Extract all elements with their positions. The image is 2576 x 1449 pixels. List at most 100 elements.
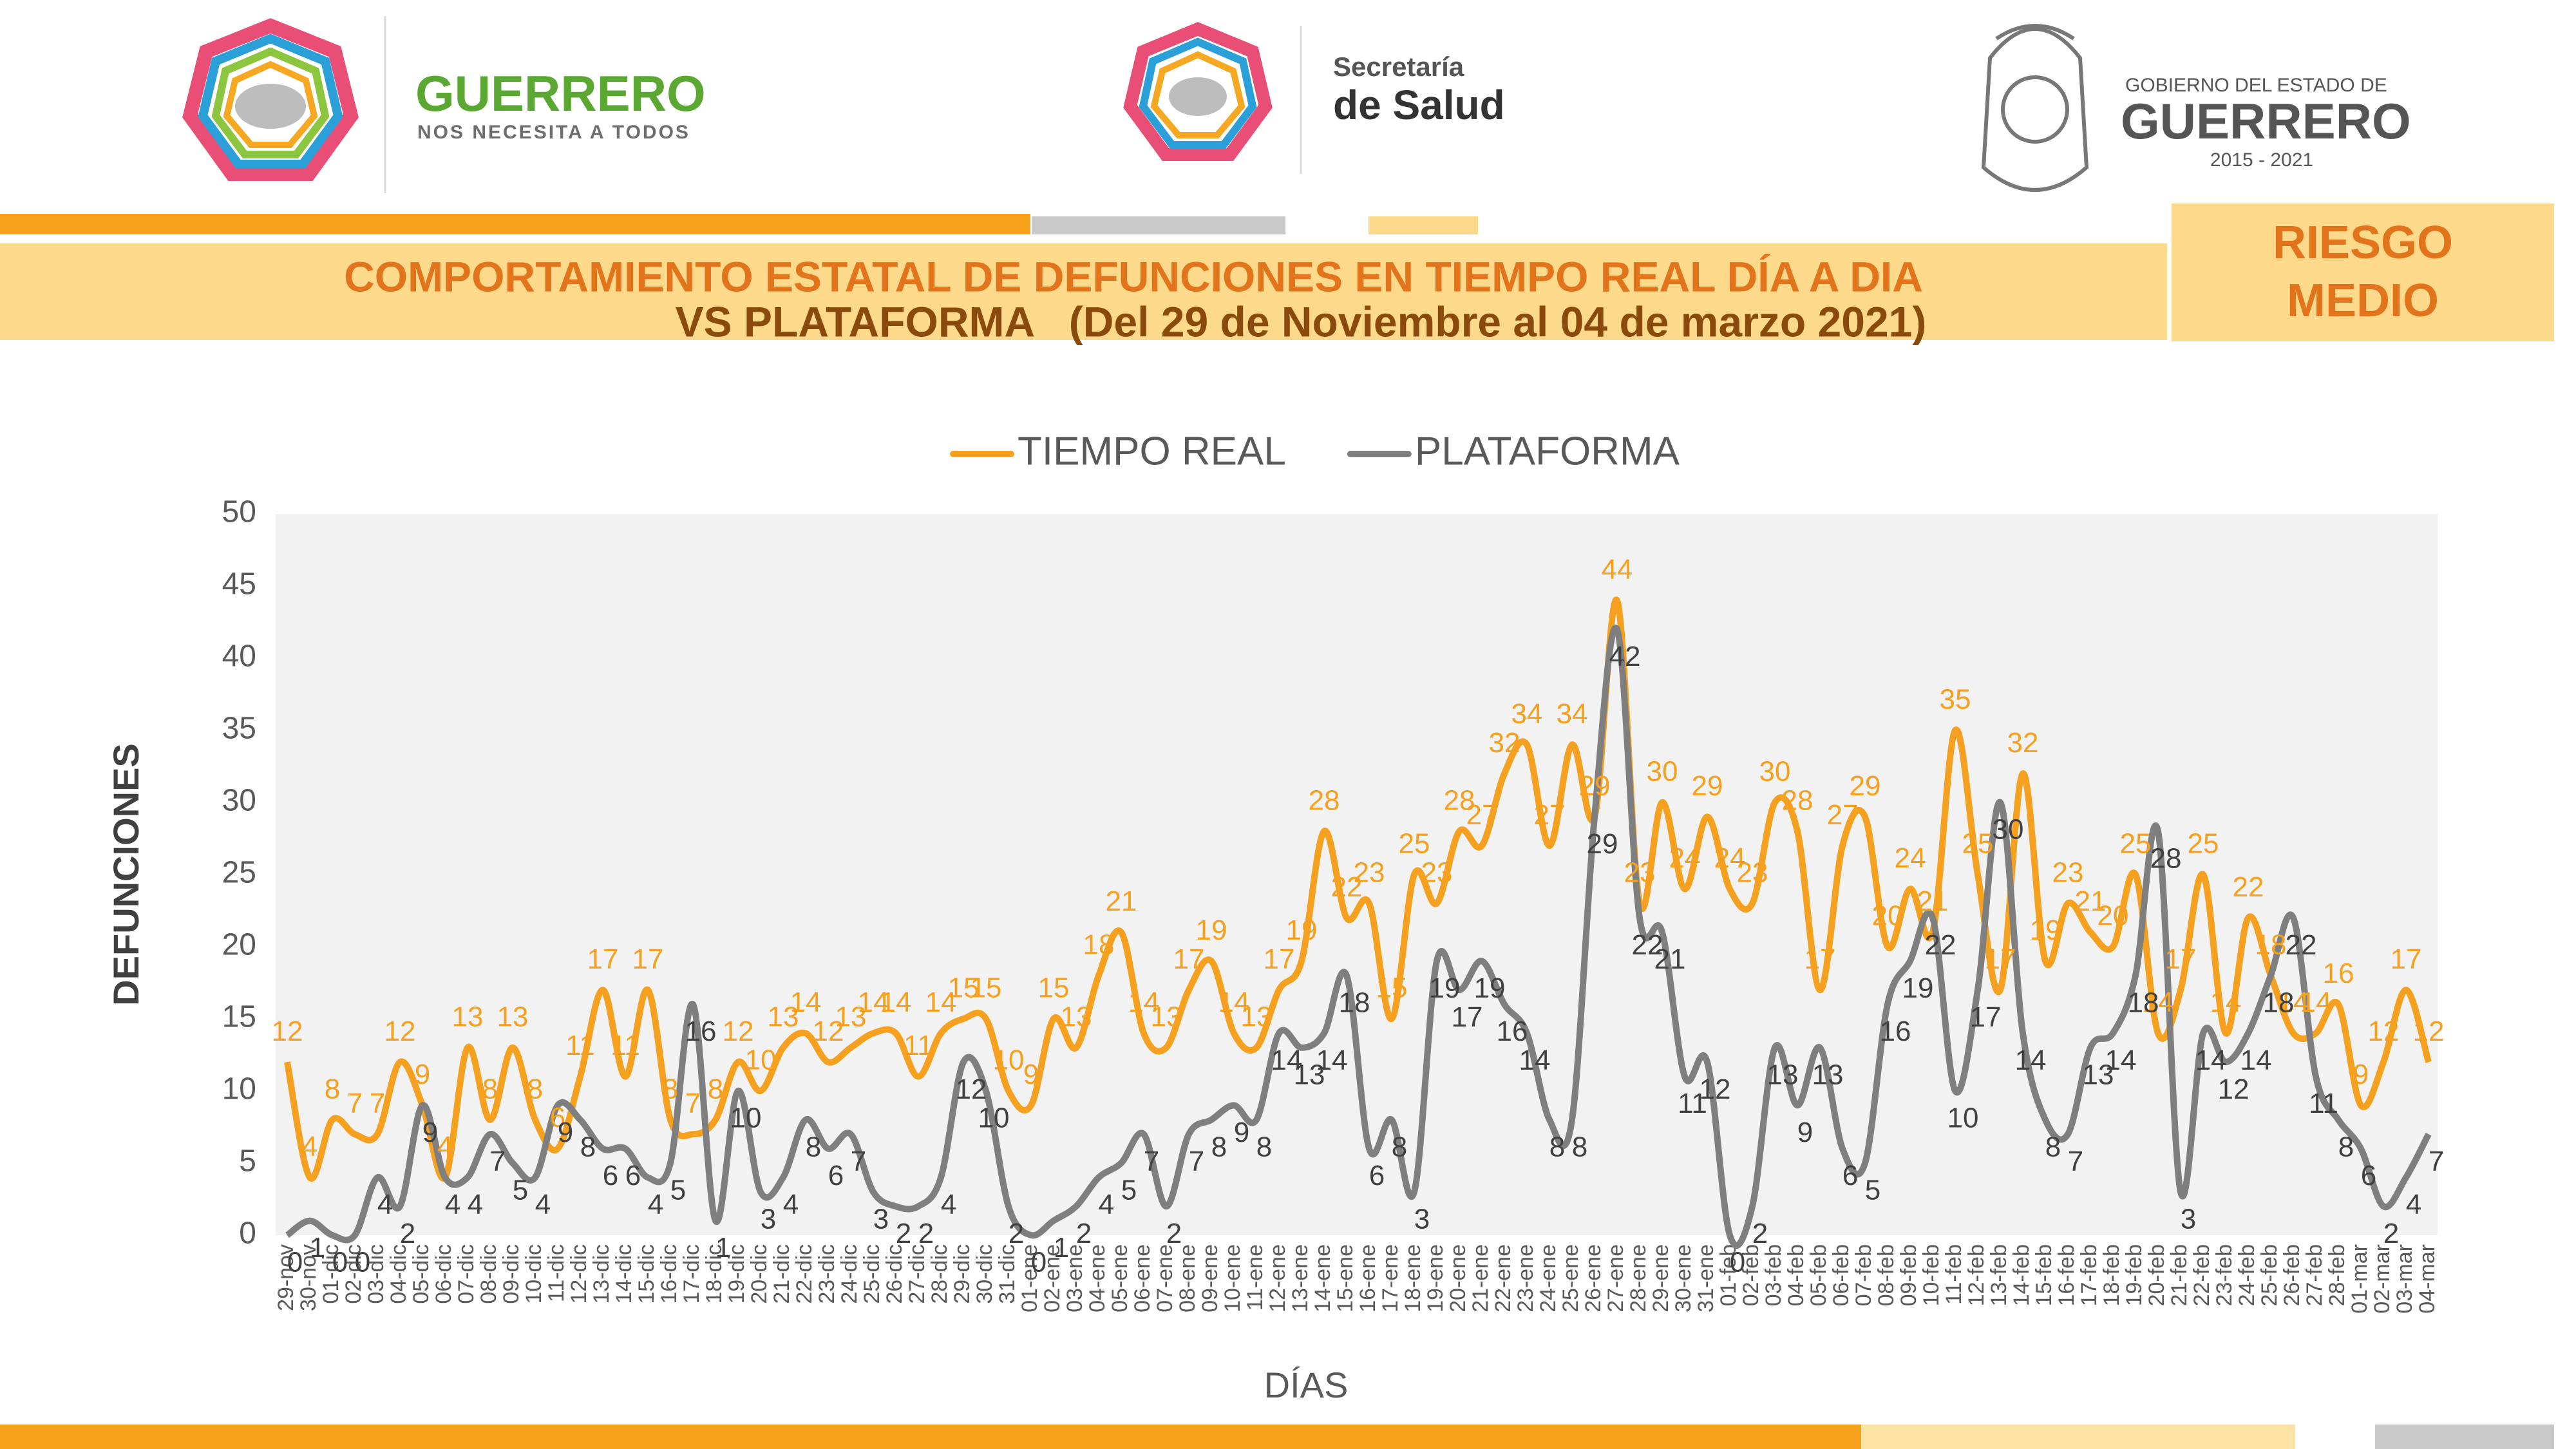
data-label: 17 (632, 943, 664, 975)
x-tick-label: 16-dic (657, 1244, 681, 1304)
data-label: 6 (2361, 1160, 2376, 1191)
data-label: 15 (1376, 972, 1408, 1004)
data-label: 6 (550, 1102, 565, 1133)
data-label: 14 (1128, 987, 1160, 1018)
data-label: 8 (1392, 1131, 1407, 1162)
x-tick-label: 01-mar (2347, 1244, 2372, 1314)
data-label: 8 (1211, 1131, 1227, 1162)
x-tick-label: 26-dic (882, 1244, 907, 1304)
x-tick-label: 17-feb (2077, 1244, 2101, 1306)
deco-bar (1368, 216, 1478, 234)
data-label: 22 (1632, 929, 1663, 961)
data-label: 13 (452, 1001, 484, 1032)
x-tick-label: 12-feb (1964, 1244, 1989, 1306)
data-label: 29 (1587, 828, 1618, 860)
data-label: 21 (2075, 886, 2107, 917)
data-label: 16 (1880, 1016, 1911, 1047)
data-label: 11 (565, 1030, 595, 1061)
data-label: 18 (1339, 987, 1370, 1018)
data-label: 9 (422, 1117, 438, 1148)
x-tick-label: 14-feb (2009, 1244, 2034, 1306)
x-tick-label: 14-ene (1311, 1244, 1335, 1312)
data-label: 12 (956, 1074, 987, 1105)
data-label: 2 (1076, 1218, 1092, 1249)
data-label: 24 (1895, 842, 1926, 874)
data-label: 2 (918, 1218, 934, 1249)
data-label: 8 (1549, 1131, 1565, 1162)
data-label: 0 (355, 1247, 370, 1278)
data-label: 22 (2233, 871, 2264, 903)
data-label: 13 (768, 1001, 799, 1032)
x-tick-label: 08-dic (477, 1244, 501, 1304)
data-label: 14 (925, 987, 957, 1018)
x-tick-label: 02-dic (341, 1244, 366, 1304)
x-tick-label: 20-ene (1446, 1244, 1470, 1312)
x-tick-label: 20-dic (747, 1244, 772, 1304)
logo-line: 2015 - 2021 (2210, 149, 2313, 171)
x-tick-label: 26-ene (1581, 1244, 1605, 1312)
data-label: 28 (2150, 842, 2182, 874)
data-label: 15 (1038, 972, 1070, 1004)
data-label: 4 (437, 1131, 453, 1162)
logo-subtitle: NOS NECESITA A TODOS (417, 122, 690, 143)
y-tick-label: 10 (222, 1072, 256, 1106)
data-label: 10 (745, 1045, 777, 1076)
data-label: 9 (1234, 1117, 1249, 1148)
data-label: 28 (1309, 784, 1340, 816)
data-label: 17 (587, 943, 619, 975)
data-label: 10 (1947, 1103, 1979, 1134)
data-label: 16 (2323, 958, 2354, 989)
x-tick-label: 04-ene (1085, 1244, 1110, 1312)
data-label: 7 (685, 1088, 701, 1119)
data-label: 6 (828, 1160, 844, 1191)
x-tick-label: 05-dic (409, 1244, 433, 1304)
data-label: 24 (1714, 842, 1746, 874)
x-tick-label: 15-dic (634, 1244, 659, 1304)
x-tick-label: 19-ene (1423, 1244, 1448, 1312)
x-tick-label: 15-feb (2032, 1244, 2056, 1306)
data-label: 32 (1489, 727, 1520, 759)
data-label: 10 (978, 1103, 1010, 1134)
data-label: 4 (648, 1189, 663, 1220)
series-line (284, 596, 2432, 1182)
data-label: 29 (1579, 770, 1611, 802)
x-tick-label: 26-feb (2280, 1244, 2304, 1306)
y-tick-label: 25 (222, 856, 256, 890)
data-label: 7 (370, 1088, 385, 1119)
logo-line: GOBIERNO DEL ESTADO DE (2125, 75, 2387, 96)
y-tick-label: 30 (222, 784, 256, 818)
data-label: 16 (685, 1016, 717, 1047)
data-label: 7 (851, 1146, 866, 1177)
data-label: 19 (1196, 914, 1227, 946)
x-tick-label: 24-ene (1536, 1244, 1560, 1312)
deco-bar (0, 1425, 1861, 1449)
data-label: 4 (468, 1189, 483, 1220)
data-label: 11 (2309, 1088, 2338, 1119)
data-label: 9 (558, 1117, 573, 1148)
data-label: 8 (806, 1131, 821, 1162)
x-tick-label: 12-dic (567, 1244, 591, 1304)
x-tick-label: 11-feb (1942, 1244, 1966, 1305)
data-label: 4 (1099, 1189, 1114, 1220)
data-label: 2 (2383, 1218, 2399, 1249)
x-tick-label: 09-dic (499, 1244, 524, 1304)
x-tick-label: 11-ene (1243, 1244, 1267, 1311)
x-tick-label: 17-dic (679, 1244, 704, 1304)
data-label: 12 (2218, 1074, 2249, 1105)
data-label: 17 (1264, 943, 1295, 975)
data-label: 22 (2286, 929, 2317, 961)
x-tick-label: 31-ene (1694, 1244, 1718, 1312)
y-tick-label: 45 (222, 567, 256, 601)
x-tick-label: 31-dic (995, 1244, 1019, 1304)
x-tick-label: 08-feb (1874, 1244, 1899, 1306)
data-label: 14 (1218, 987, 1250, 1018)
data-label: 7 (1144, 1146, 1159, 1177)
data-label: 8 (2338, 1131, 2354, 1162)
y-tick-label: 0 (239, 1217, 256, 1251)
data-label: 13 (1151, 1001, 1182, 1032)
data-label: 23 (1421, 857, 1453, 888)
data-label: 27 (1466, 799, 1498, 831)
state-shield (1981, 24, 2089, 192)
x-tick-label: 10-ene (1220, 1244, 1245, 1312)
